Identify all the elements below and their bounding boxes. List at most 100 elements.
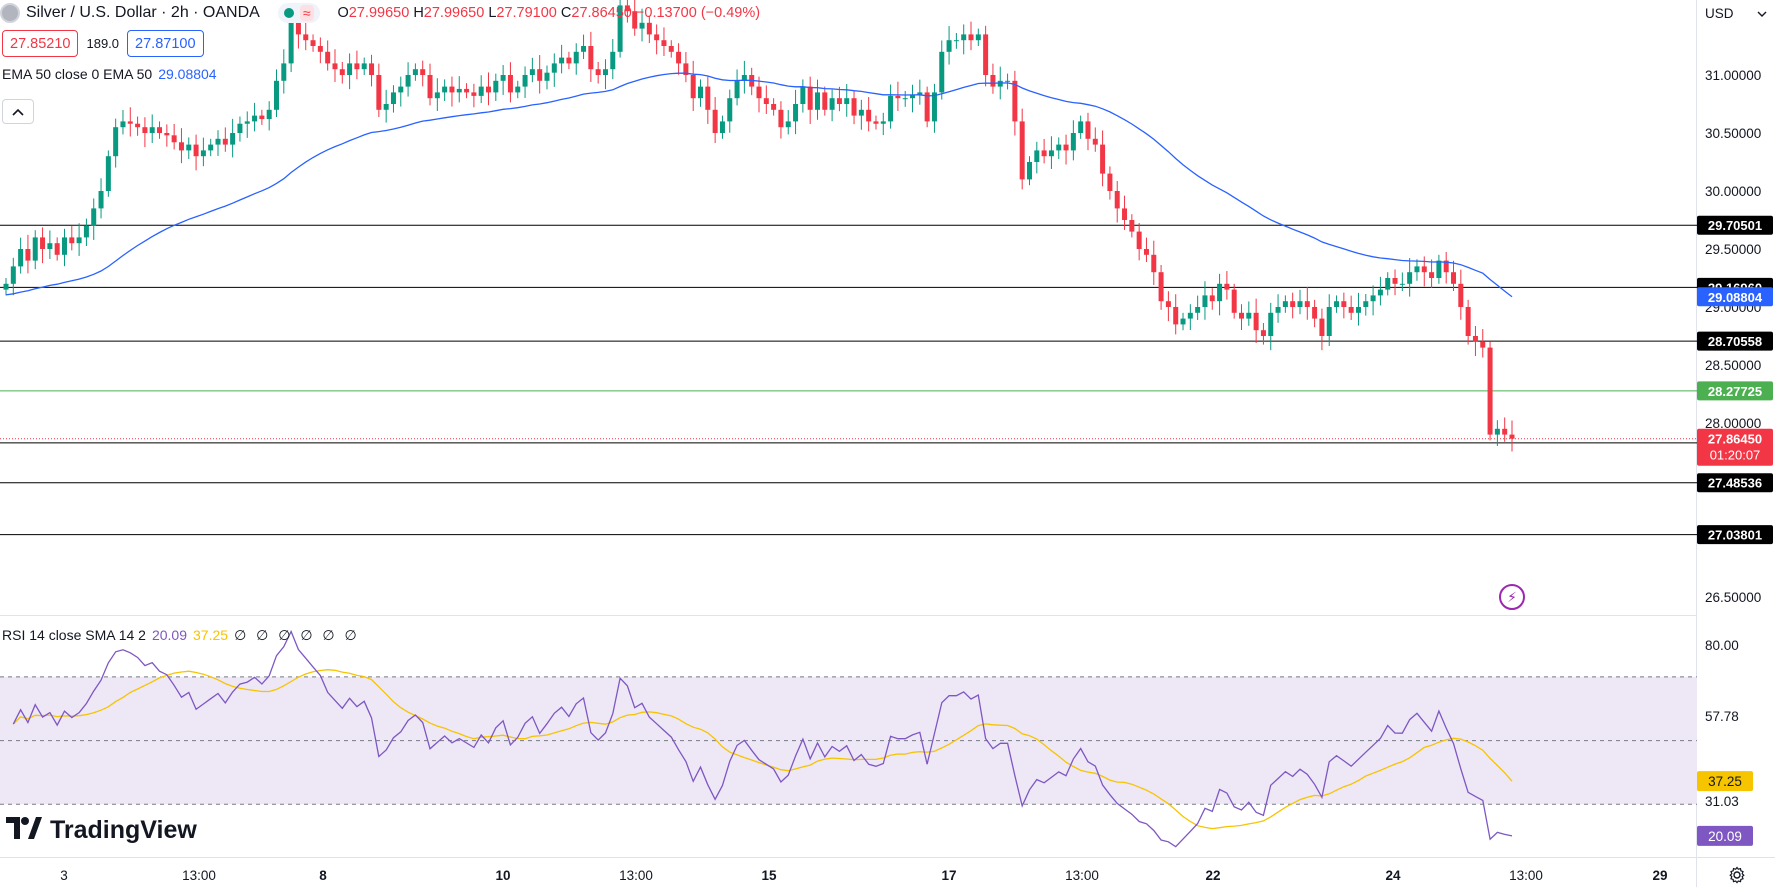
candle-body	[939, 51, 945, 93]
candle-body	[1275, 307, 1281, 313]
candle-body	[1414, 266, 1420, 273]
level-badge-0: 29.70501	[1708, 218, 1762, 233]
close-value: 27.86450	[571, 5, 632, 21]
level-badge-2: 28.70558	[1708, 334, 1762, 349]
candle-body	[434, 92, 440, 99]
candle-body	[1100, 144, 1106, 174]
candle-body	[544, 72, 550, 81]
candle-body	[1202, 295, 1208, 307]
candle-body	[515, 86, 521, 93]
candle-body	[10, 266, 16, 284]
candle-body	[1487, 347, 1493, 435]
candle-body	[361, 63, 367, 70]
candle-body	[1260, 330, 1266, 336]
time-axis-group[interactable]: 3 13:00 8 10 13:00 15 17 13:00 22 24 13:00 29	[60, 868, 1667, 883]
candle-body	[844, 98, 850, 104]
candle-body	[705, 86, 711, 110]
candle-body	[1472, 336, 1478, 342]
candle-body	[1290, 301, 1296, 307]
candle-body	[390, 92, 396, 104]
candle-body	[1509, 434, 1515, 439]
candle-body	[698, 86, 704, 99]
candle-body	[1436, 260, 1442, 278]
candle-body	[866, 109, 872, 122]
candle-body	[661, 40, 667, 46]
symbol-title[interactable]: Silver / U.S. Dollar · 2h · OANDA	[26, 4, 260, 21]
candle-body	[1209, 295, 1215, 302]
candle-body	[354, 63, 360, 70]
candle-body	[1326, 307, 1332, 336]
level-badge-3-bg	[1697, 381, 1773, 401]
candle-body	[40, 237, 46, 249]
time-tick-label-2: 8	[319, 868, 327, 883]
candle-body	[83, 225, 89, 238]
candle-body	[880, 121, 886, 124]
candle-body	[1370, 295, 1376, 302]
candle-body	[551, 63, 557, 73]
candle-body	[135, 123, 141, 128]
price-axis-group[interactable]: 31.0000030.5000030.0000029.5000029.00000…	[1697, 68, 1773, 605]
market-status-pill[interactable]: ≈	[277, 3, 320, 23]
candle-body	[208, 144, 214, 151]
candle-body	[1282, 301, 1288, 307]
candle-body	[244, 121, 250, 124]
candle-body	[676, 51, 682, 64]
settings-button[interactable]	[1726, 864, 1748, 886]
candle-body	[646, 22, 652, 35]
candle-body	[1348, 307, 1354, 313]
rsi-label: RSI 14 close SMA 14 2	[2, 627, 146, 643]
candle-body	[383, 104, 389, 110]
ema-legend[interactable]: EMA 50 close 0 EMA 50 29.08804	[2, 66, 217, 82]
candle-body	[836, 98, 842, 104]
price-tick-label-6: 28.00000	[1705, 416, 1761, 431]
candle-body	[997, 80, 1003, 87]
buy-button[interactable]: 27.87100	[127, 30, 204, 57]
candle-body	[61, 237, 67, 255]
candle-body	[624, 5, 630, 12]
candle-body	[1429, 272, 1435, 278]
candle-body	[1151, 254, 1157, 273]
candle-body	[273, 80, 279, 110]
candle-body	[1041, 150, 1047, 157]
candle-body	[588, 46, 594, 70]
lightning-icon[interactable]: ⚡	[1499, 584, 1525, 610]
candle-body	[1143, 249, 1149, 255]
candle-body	[288, 22, 294, 64]
candle-body	[1224, 283, 1230, 290]
silver-coin-icon	[0, 3, 20, 23]
candle-body	[1304, 301, 1310, 307]
candle-body	[727, 98, 733, 122]
sell-button[interactable]: 27.85210	[2, 30, 79, 57]
candle-body	[486, 86, 492, 93]
open-key: O	[337, 5, 349, 21]
candle-body	[683, 63, 689, 75]
candle-body	[975, 34, 981, 41]
rsi-axis-group[interactable]: 80.00 57.78 31.03 37.25 20.09	[1697, 638, 1753, 846]
candle-body	[449, 86, 455, 93]
currency-select[interactable]: USD	[1697, 0, 1775, 27]
collapse-legend-button[interactable]	[2, 99, 34, 124]
rsi-legend[interactable]: RSI 14 close SMA 14 2 20.09 37.25 ∅ ∅ ∅ ∅ ∅…	[2, 627, 360, 644]
ema-label: EMA 50 close 0 EMA 50	[2, 66, 153, 82]
candle-body	[1122, 208, 1128, 220]
candle-body	[120, 121, 126, 128]
candle-body	[961, 34, 967, 41]
candle-body	[303, 34, 309, 41]
time-tick-label-5: 15	[761, 868, 777, 883]
data-delay-icon: ≈	[299, 5, 314, 21]
horizontal-levels-group	[0, 224, 1697, 536]
trade-panel: 27.85210 189.0 27.87100	[2, 30, 204, 57]
time-tick-label-9: 24	[1385, 868, 1401, 883]
tradingview-logo[interactable]: TradingView	[6, 815, 197, 846]
ohlc-values: O27.99650 H27.99650 L27.79100 C27.86450 …	[338, 5, 761, 21]
rsi-sma-legend-value: 37.25	[193, 627, 229, 643]
level-badge-5-bg	[1697, 473, 1773, 493]
candle-body	[946, 40, 952, 52]
time-tick-label-3: 10	[495, 868, 510, 883]
candle-body	[332, 63, 338, 70]
candle-body	[325, 51, 331, 64]
price-tick-label-7: 26.50000	[1705, 590, 1761, 605]
candle-body	[873, 121, 879, 124]
